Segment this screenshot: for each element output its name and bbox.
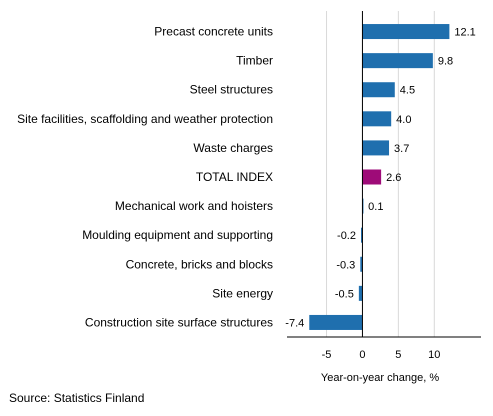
category-label: Site facilities, scaffolding and weather… bbox=[17, 112, 273, 126]
category-label: Steel structures bbox=[190, 83, 273, 97]
category-label: Construction site surface structures bbox=[85, 315, 273, 329]
bar bbox=[361, 227, 363, 243]
bar bbox=[362, 169, 382, 185]
bar bbox=[309, 314, 363, 330]
source-note: Source: Statistics Finland bbox=[9, 391, 145, 405]
value-label: -7.4 bbox=[285, 317, 304, 329]
value-label: 0.1 bbox=[368, 201, 383, 213]
category-label: Timber bbox=[236, 54, 273, 68]
value-label: 2.6 bbox=[386, 172, 401, 184]
bar bbox=[362, 140, 390, 156]
value-label: -0.3 bbox=[336, 259, 355, 271]
category-label: Concrete, bricks and blocks bbox=[126, 257, 273, 271]
x-tick-label: 10 bbox=[428, 349, 440, 361]
category-label: Waste charges bbox=[193, 141, 273, 155]
category-label: Moulding equipment and supporting bbox=[82, 228, 273, 242]
category-label: Site energy bbox=[212, 286, 273, 300]
x-tick-label: -5 bbox=[322, 349, 332, 361]
bar bbox=[362, 53, 433, 69]
value-labels: 12.1 9.8 4.5 4.0 3.7 2.6 0.1 -0.2 -0.3 -0.5 -7.4 bbox=[285, 27, 476, 330]
bar bbox=[362, 24, 450, 40]
x-axis: -5 0 5 10 bbox=[287, 11, 481, 361]
x-tick-label: 5 bbox=[395, 349, 401, 361]
value-label: 4.0 bbox=[396, 114, 411, 126]
value-label: -0.2 bbox=[337, 230, 356, 242]
value-label: 3.7 bbox=[394, 143, 409, 155]
bar bbox=[362, 82, 395, 98]
x-tick-label: 0 bbox=[359, 349, 365, 361]
value-label: 12.1 bbox=[454, 27, 475, 39]
bar bbox=[360, 256, 363, 272]
bar bbox=[358, 285, 363, 301]
bars bbox=[309, 24, 450, 330]
category-label: Mechanical work and hoisters bbox=[115, 199, 273, 213]
value-label: 9.8 bbox=[438, 56, 453, 68]
x-axis-title: Year-on-year change, % bbox=[321, 372, 439, 384]
value-label: -0.5 bbox=[335, 288, 354, 300]
value-label: 4.5 bbox=[400, 85, 415, 97]
category-labels: Precast concrete units Timber Steel struct… bbox=[17, 25, 273, 330]
category-label: TOTAL INDEX bbox=[196, 170, 273, 184]
bar bbox=[362, 111, 392, 127]
category-label: Precast concrete units bbox=[154, 25, 273, 39]
